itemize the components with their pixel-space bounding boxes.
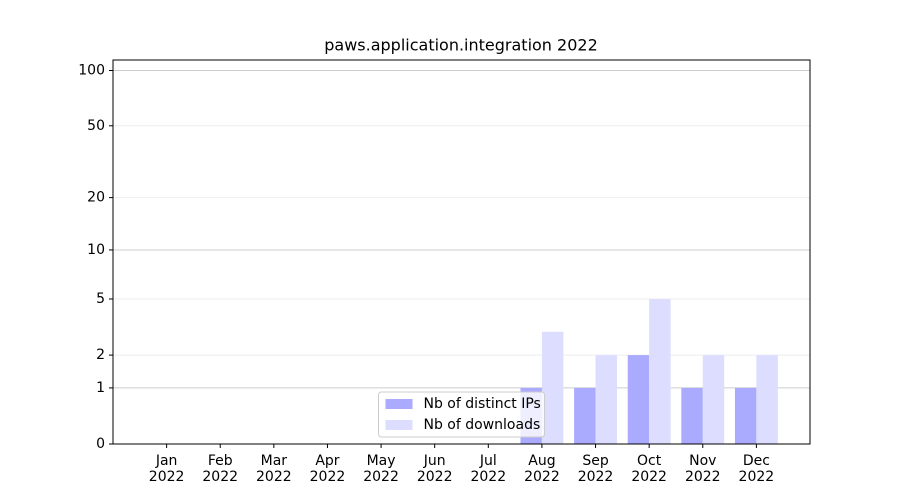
legend-swatch: [385, 420, 413, 430]
x-tick-label: Sep 2022: [577, 453, 614, 485]
legend-swatch: [385, 399, 413, 409]
bar: [681, 387, 703, 444]
bar: [574, 387, 596, 444]
legend-label: Nb of downloads: [424, 417, 541, 433]
y-tick-label: 50: [87, 118, 105, 134]
bars: [520, 298, 778, 444]
legend-label: Nb of distinct IPs: [424, 396, 541, 412]
y-tick-label: 10: [87, 242, 105, 258]
x-tick-label: Jan 2022: [148, 453, 185, 485]
bar: [702, 355, 725, 444]
plot-frame: [112, 59, 811, 445]
y-tick-label: 5: [96, 291, 105, 307]
x-tick-label: Mar 2022: [256, 453, 292, 485]
x-tick-label: Feb 2022: [202, 453, 239, 485]
x-tick-label: May 2022: [363, 453, 399, 485]
bar: [734, 387, 757, 444]
y-tick-label: 2: [96, 347, 105, 363]
x-tick-label: Aug 2022: [524, 453, 560, 485]
legend-box: [378, 391, 545, 438]
y-tick-label: 20: [87, 190, 105, 206]
y-tick-label: 1: [96, 380, 105, 396]
x-tick-label: Jun 2022: [416, 453, 453, 485]
bar: [627, 355, 650, 444]
bar: [649, 298, 671, 444]
x-tick-label: Oct 2022: [631, 453, 667, 485]
y-tick-label: 0: [96, 436, 105, 452]
y-tick-label: 100: [78, 63, 105, 79]
x-tick-label: Dec 2022: [738, 453, 775, 485]
bar: [541, 331, 564, 444]
grid: [113, 70, 810, 445]
x-tick-label: Apr 2022: [309, 453, 346, 485]
legend: Nb of distinct IPs Nb of downloads: [378, 391, 545, 438]
bar: [756, 355, 778, 444]
chart-title: paws.application.integration 2022: [324, 36, 598, 55]
bar: [595, 355, 617, 444]
x-tick-label: Nov 2022: [684, 453, 721, 485]
x-tick-label: Jul 2022: [470, 453, 507, 485]
